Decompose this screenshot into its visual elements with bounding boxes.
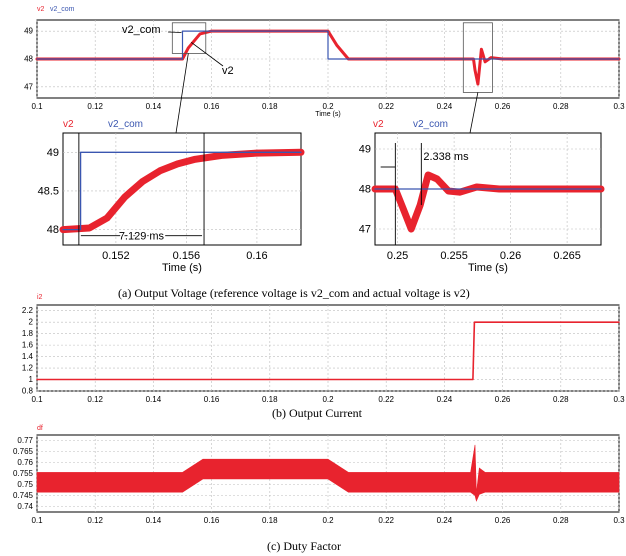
annotation-arrow-v2_com — [167, 31, 182, 33]
x-tick-label: 0.24 — [437, 395, 453, 404]
legend-df: df — [37, 425, 43, 432]
x-tick-label: 0.18 — [262, 395, 278, 404]
y-tick-label: 0.74 — [17, 502, 33, 511]
x-tick-label: 0.12 — [87, 102, 103, 111]
series-df-band — [36, 444, 620, 502]
y-tick-label: 48 — [359, 184, 371, 196]
legend-v2_com: v2_com — [50, 6, 75, 13]
x-tick-label: 0.16 — [246, 250, 267, 262]
y-tick-label: 2 — [29, 318, 34, 327]
y-tick-label: 1 — [29, 375, 34, 384]
x-tick-label: 0.24 — [437, 516, 453, 525]
y-tick-label: 0.745 — [13, 491, 34, 500]
x-tick-label: 0.26 — [500, 250, 521, 262]
x-tick-label: 0.1 — [31, 395, 43, 404]
series-i2-line — [36, 321, 620, 381]
x-tick-label: 0.3 — [613, 395, 625, 404]
x-tick-label: 0.2 — [322, 395, 334, 404]
x-tick-label: 0.12 — [87, 395, 103, 404]
y-tick-label: 0.77 — [17, 436, 33, 445]
y-tick-label: 49 — [24, 27, 33, 36]
x-tick-label: 0.28 — [553, 102, 569, 111]
y-tick-label: 48 — [24, 54, 33, 63]
annotation-arrow-v2 — [190, 41, 224, 67]
y-tick-label: 0.765 — [13, 447, 34, 456]
y-tick-label: 1.6 — [22, 341, 34, 350]
annotation-v2: v2 — [222, 65, 234, 77]
x-tick-label: 0.22 — [378, 516, 394, 525]
x-tick-label: 0.22 — [378, 102, 394, 111]
legend-v2: v2 — [63, 119, 74, 130]
y-tick-label: 0.8 — [22, 386, 34, 395]
x-tick-label: 0.3 — [613, 102, 625, 111]
x-tick-label: 0.28 — [553, 516, 569, 525]
x-tick-label: 0.18 — [262, 102, 278, 111]
x-tick-label: 0.152 — [102, 250, 130, 262]
y-tick-label: 0.76 — [17, 458, 33, 467]
x-axis-label: Time (s) — [468, 262, 508, 274]
series-v2-line — [59, 148, 305, 234]
zoom-connector-load — [469, 92, 479, 134]
x-tick-label: 0.16 — [204, 516, 220, 525]
caption-output-current: (b) Output Current — [272, 406, 362, 420]
x-tick-label: 0.156 — [173, 250, 201, 262]
x-tick-label: 0.16 — [204, 395, 220, 404]
x-tick-label: 0.1 — [31, 516, 43, 525]
x-axis-label: Time (s) — [162, 262, 202, 274]
measure-label: 7.129 ms — [119, 231, 165, 243]
x-tick-label: 0.16 — [204, 102, 220, 111]
zoom-box-step — [171, 22, 207, 54]
y-tick-label: 1.8 — [22, 329, 34, 338]
x-axis-label: Time (s) — [315, 111, 340, 118]
x-tick-label: 0.26 — [495, 516, 511, 525]
x-tick-label: 0.22 — [378, 395, 394, 404]
legend-v2_com: v2_com — [108, 119, 143, 130]
chart-voltage-main: 0.1 0.12 0.14 0.16 0.18 0.2 0.22 0.24 0.26 0.28 0.… — [24, 6, 625, 134]
y-tick-label: 48 — [47, 224, 59, 236]
series-v2_com-line — [62, 151, 302, 231]
x-tick-label: 0.14 — [146, 516, 162, 525]
chart-voltage-zoom-load: 0.25 0.255 0.26 0.265 47 48 49 Time (s) v2 v2_com… — [359, 119, 605, 274]
y-tick-label: 0.75 — [17, 480, 33, 489]
x-tick-label: 0.25 — [387, 250, 408, 262]
x-tick-label: 0.28 — [553, 395, 569, 404]
y-tick-label: 1.2 — [22, 364, 34, 373]
x-tick-label: 0.3 — [613, 516, 625, 525]
y-tick-label: 49 — [47, 147, 59, 159]
legend-v2_com: v2_com — [413, 119, 448, 130]
legend-v2: v2 — [37, 6, 45, 13]
series-v2_com-line — [36, 30, 620, 60]
caption-output-voltage: (a) Output Voltage (reference voltage is… — [118, 286, 470, 300]
chart-output-current: 0.1 0.12 0.14 0.16 0.18 0.2 0.22 0.24 0.26 0.28 0.… — [22, 294, 625, 404]
caption-duty-factor: (c) Duty Factor — [267, 539, 341, 553]
y-tick-label: 47 — [359, 224, 371, 236]
x-tick-label: 0.12 — [87, 516, 103, 525]
legend-v2: v2 — [373, 119, 384, 130]
y-tick-label: 48.5 — [38, 185, 59, 197]
measure-label: 2.338 ms — [423, 151, 469, 163]
y-tick-label: 49 — [359, 144, 371, 156]
annotation-v2_com: v2_com — [122, 24, 161, 36]
chart-voltage-zoom-step: 0.152 0.156 0.16 48 48.5 49 Time (s) v2 v2_com 7.… — [38, 119, 305, 274]
x-tick-label: 0.2 — [322, 516, 334, 525]
x-tick-label: 0.265 — [553, 250, 581, 262]
x-tick-label: 0.2 — [322, 102, 334, 111]
x-tick-label: 0.26 — [495, 102, 511, 111]
y-tick-label: 47 — [24, 82, 33, 91]
x-tick-label: 0.14 — [146, 102, 162, 111]
chart-duty-factor: 0.1 0.12 0.14 0.16 0.18 0.2 0.22 0.24 0.26 0.28 0.… — [13, 425, 625, 525]
x-tick-label: 0.24 — [437, 102, 453, 111]
x-tick-label: 0.26 — [495, 395, 511, 404]
legend-i2: i2 — [37, 294, 43, 301]
x-tick-label: 0.1 — [31, 102, 43, 111]
zoom-connector-step — [175, 53, 189, 134]
y-tick-label: 1.4 — [22, 352, 34, 361]
y-tick-label: 0.755 — [13, 469, 34, 478]
x-tick-label: 0.255 — [440, 250, 468, 262]
x-tick-label: 0.14 — [146, 395, 162, 404]
x-tick-label: 0.18 — [262, 516, 278, 525]
y-tick-label: 2.2 — [22, 306, 34, 315]
